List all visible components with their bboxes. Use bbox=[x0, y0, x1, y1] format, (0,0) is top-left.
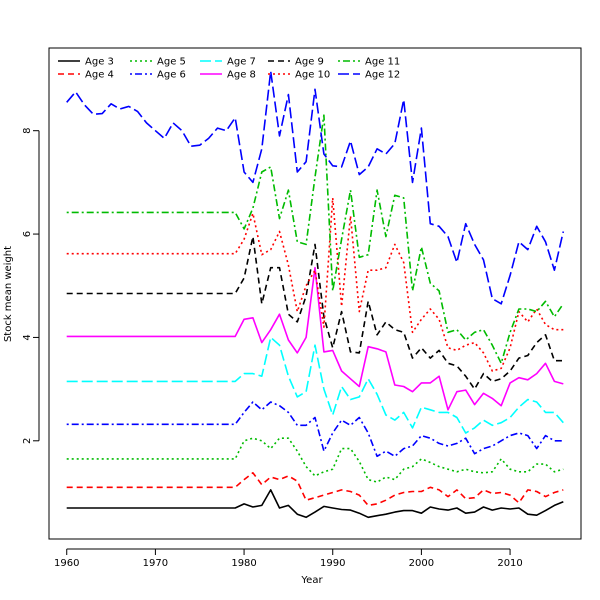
series-line-age-6 bbox=[66, 401, 564, 458]
series-line-age-9 bbox=[66, 235, 564, 390]
legend-label: Age 7 bbox=[227, 57, 256, 68]
legend-label: Age 6 bbox=[157, 70, 186, 81]
x-axis: 1960 1970 1980 1990 2000 2010 bbox=[54, 548, 523, 569]
legend-label: Age 12 bbox=[365, 70, 400, 81]
x-tick-label: 1960 bbox=[54, 558, 79, 569]
x-tick-label: 2010 bbox=[497, 558, 522, 569]
x-tick-label: 1990 bbox=[320, 558, 345, 569]
legend-label: Age 5 bbox=[157, 57, 186, 68]
y-tick-label: 2 bbox=[22, 438, 33, 444]
series-line-age-11 bbox=[66, 114, 564, 365]
legend-label: Age 9 bbox=[295, 57, 324, 68]
x-axis-title: Year bbox=[300, 575, 323, 586]
series-line-age-4 bbox=[66, 471, 564, 507]
series-line-age-5 bbox=[66, 437, 564, 483]
legend-item-age-6: Age 6 bbox=[130, 70, 186, 81]
legend-item-age-11: Age 11 bbox=[338, 57, 400, 68]
series-line-age-3 bbox=[66, 489, 564, 519]
legend-label: Age 11 bbox=[365, 57, 400, 68]
x-tick-label: 1980 bbox=[231, 558, 256, 569]
y-tick-label: 8 bbox=[22, 128, 33, 134]
legend-label: Age 10 bbox=[295, 70, 330, 81]
x-tick-label: 2000 bbox=[409, 558, 434, 569]
series-line-age-8 bbox=[66, 266, 564, 411]
legend-item-age-8: Age 8 bbox=[200, 70, 256, 81]
legend-item-age-4: Age 4 bbox=[58, 70, 114, 81]
series-layer bbox=[66, 70, 565, 519]
legend-item-age-12: Age 12 bbox=[338, 70, 400, 81]
legend-label: Age 3 bbox=[85, 57, 114, 68]
plot-frame bbox=[48, 47, 582, 540]
series-line-age-10 bbox=[66, 197, 564, 372]
y-tick-label: 4 bbox=[22, 334, 33, 340]
y-axis: 2 4 6 8 bbox=[22, 128, 40, 444]
legend-item-age-5: Age 5 bbox=[130, 57, 186, 68]
y-axis-title: Stock mean weight bbox=[3, 246, 14, 342]
legend-item-age-9: Age 9 bbox=[268, 57, 324, 68]
legend-item-age-10: Age 10 bbox=[268, 70, 330, 81]
y-tick-label: 6 bbox=[22, 231, 33, 237]
series-line-age-12 bbox=[66, 70, 565, 305]
legend: Age 3 Age 4 Age 5 Age 6 Age 7 Age 8 Age 9 Age 1… bbox=[58, 57, 400, 81]
legend-item-age-7: Age 7 bbox=[200, 57, 256, 68]
series-line-age-7 bbox=[66, 336, 564, 434]
legend-item-age-3: Age 3 bbox=[58, 57, 114, 68]
legend-label: Age 8 bbox=[227, 70, 256, 81]
x-tick-label: 1970 bbox=[143, 558, 168, 569]
legend-label: Age 4 bbox=[85, 70, 114, 81]
